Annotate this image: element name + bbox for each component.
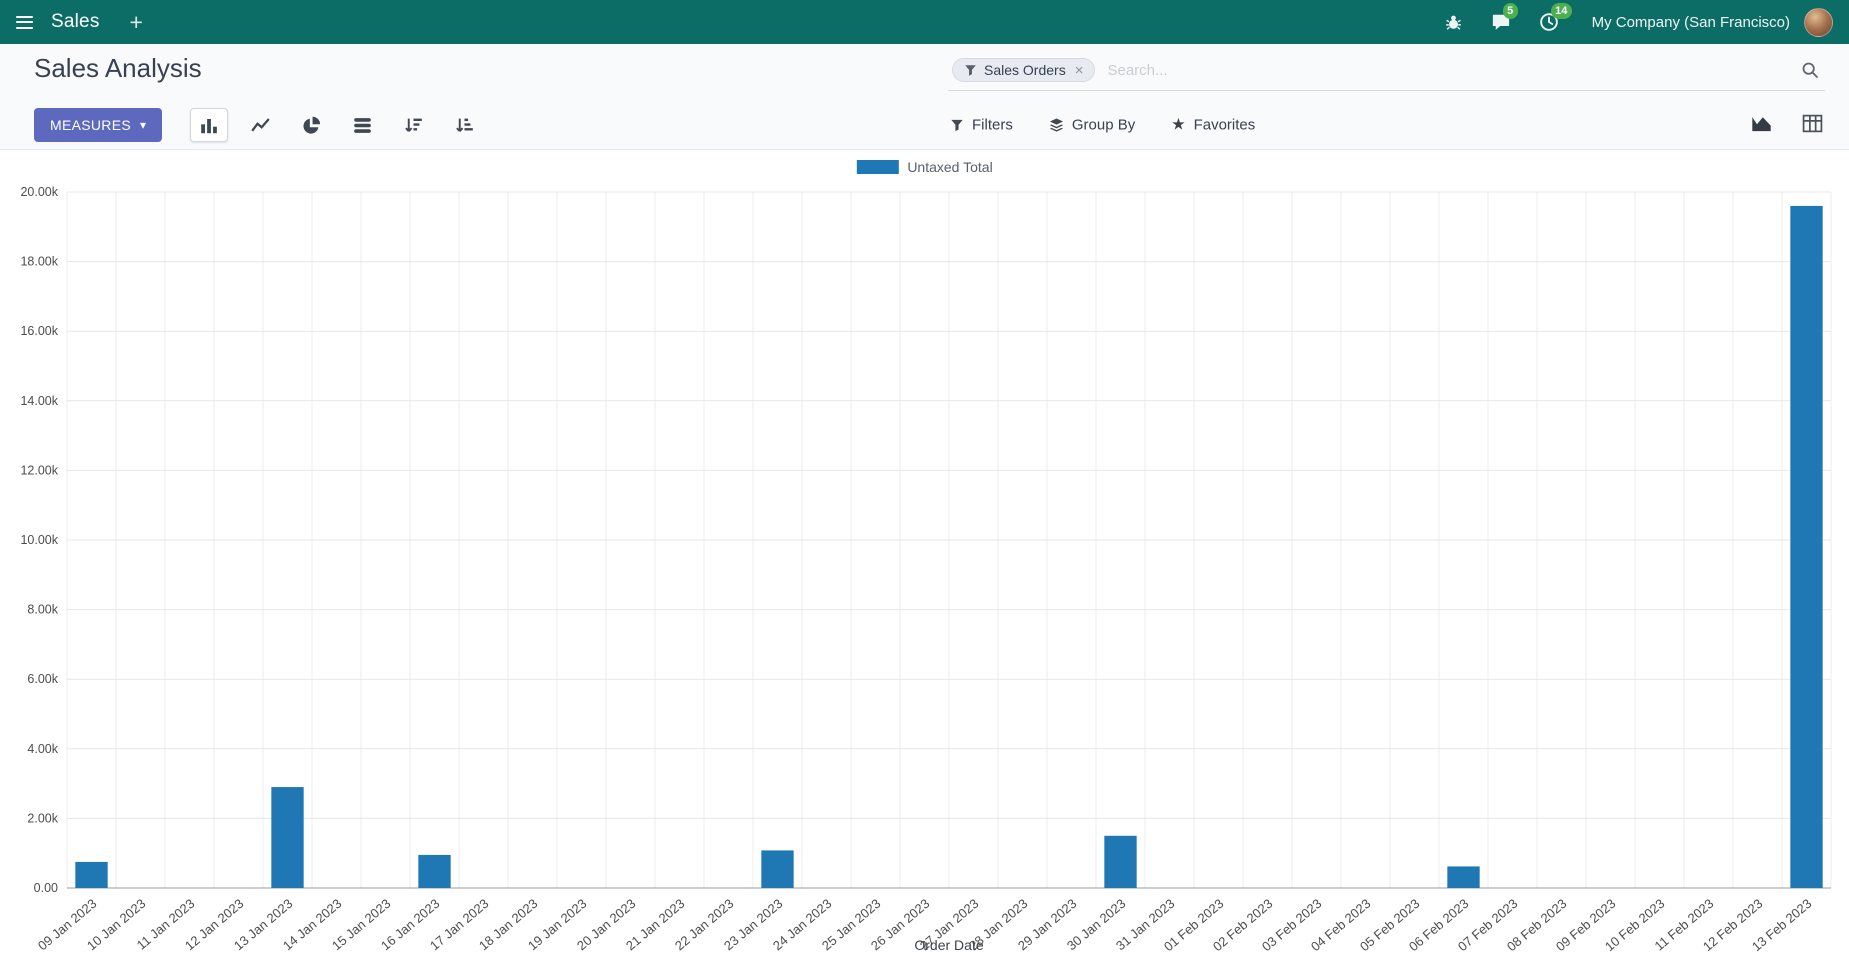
- top-navbar: Sales + 5 14 My Company (San Francisc: [0, 0, 1849, 44]
- chart-type-group: [190, 108, 330, 142]
- chart-options-group: [343, 108, 483, 142]
- avatar[interactable]: [1804, 7, 1833, 37]
- chart-legend[interactable]: Untaxed Total: [856, 159, 993, 175]
- search-bar[interactable]: Sales Orders ×: [948, 56, 1825, 91]
- app-name[interactable]: Sales: [51, 11, 100, 32]
- sort-ascending-button[interactable]: [445, 108, 483, 142]
- activities-badge: 14: [1550, 3, 1572, 20]
- svg-text:10.00k: 10.00k: [20, 533, 58, 547]
- control-panel-top-row: Sales Analysis Sales Orders ×: [34, 53, 1825, 104]
- messages-badge: 5: [1502, 3, 1518, 20]
- sort-ascending-icon: [455, 116, 474, 135]
- filters-label: Filters: [972, 116, 1013, 134]
- search-options-cluster: Filters Group By ★ Favorites: [948, 113, 1257, 138]
- svg-text:14.00k: 14.00k: [20, 394, 58, 408]
- stacked-toggle-button[interactable]: [343, 108, 381, 142]
- facet-label: Sales Orders: [984, 62, 1066, 78]
- chat-icon: [1491, 12, 1511, 32]
- legend-swatch: [856, 160, 899, 174]
- control-panel-bottom-row: MEASURES ▾: [34, 104, 1825, 146]
- favorites-label: Favorites: [1193, 116, 1256, 134]
- group-by-label: Group By: [1071, 116, 1136, 134]
- line-chart-button[interactable]: [241, 108, 279, 142]
- pivot-table-icon: [1802, 113, 1823, 137]
- svg-text:8.00k: 8.00k: [27, 603, 58, 617]
- pie-chart-button[interactable]: [292, 108, 330, 142]
- sort-descending-icon: [404, 116, 423, 135]
- debug-menu[interactable]: [1441, 9, 1466, 36]
- bar-chart-button[interactable]: [190, 108, 229, 142]
- filter-icon: [964, 64, 977, 77]
- facet-remove-button[interactable]: ×: [1074, 61, 1084, 79]
- activities-menu[interactable]: 14: [1536, 3, 1572, 36]
- group-by-button[interactable]: Group By: [1047, 113, 1137, 138]
- svg-text:6.00k: 6.00k: [27, 672, 58, 686]
- control-panel: Sales Analysis Sales Orders ×: [0, 44, 1849, 150]
- filter-icon: [950, 118, 964, 132]
- search-input[interactable]: [1105, 60, 1791, 80]
- stack-icon: [353, 116, 372, 135]
- svg-text:2.00k: 2.00k: [27, 811, 58, 825]
- page-title: Sales Analysis: [34, 53, 202, 83]
- star-icon: ★: [1171, 116, 1186, 133]
- svg-text:0.00: 0.00: [34, 881, 58, 895]
- area-chart-icon: [1751, 113, 1772, 137]
- svg-text:20.00k: 20.00k: [20, 185, 58, 199]
- favorites-button[interactable]: ★ Favorites: [1169, 113, 1257, 138]
- pivot-view-button[interactable]: [1800, 111, 1825, 139]
- search-facet[interactable]: Sales Orders ×: [952, 58, 1096, 82]
- svg-text:18.00k: 18.00k: [20, 255, 58, 269]
- apps-menu-button[interactable]: [12, 11, 37, 34]
- layers-icon: [1049, 118, 1064, 133]
- svg-text:16.00k: 16.00k: [20, 324, 58, 338]
- bug-icon: [1444, 13, 1463, 32]
- chart-area: Untaxed Total 0.00 2.00k 4.00k 6.00k 8.00k 10…: [0, 150, 1849, 958]
- bar-chart-icon: [200, 116, 219, 135]
- graph-view-button[interactable]: [1749, 111, 1774, 139]
- line-chart-icon: [251, 116, 270, 135]
- measures-label: MEASURES: [50, 117, 131, 133]
- filters-button[interactable]: Filters: [948, 113, 1015, 138]
- sort-descending-button[interactable]: [394, 108, 432, 142]
- messages-menu[interactable]: 5: [1488, 3, 1518, 36]
- measures-button[interactable]: MEASURES ▾: [34, 108, 163, 142]
- legend-label: Untaxed Total: [907, 159, 993, 175]
- new-record-button[interactable]: +: [129, 8, 143, 35]
- company-switcher[interactable]: My Company (San Francisco): [1591, 13, 1790, 31]
- svg-text:Order Date: Order Date: [914, 937, 983, 953]
- bar-chart-canvas[interactable]: 0.00 2.00k 4.00k 6.00k 8.00k 10.00k 12.00k 14.0…: [0, 150, 1849, 958]
- svg-text:12.00k: 12.00k: [20, 463, 58, 477]
- view-switcher: [1749, 111, 1825, 139]
- search-icon[interactable]: [1801, 61, 1819, 79]
- svg-text:4.00k: 4.00k: [27, 742, 58, 756]
- pie-chart-icon: [302, 116, 321, 135]
- caret-down-icon: ▾: [139, 118, 147, 132]
- clock-icon: [1539, 12, 1559, 32]
